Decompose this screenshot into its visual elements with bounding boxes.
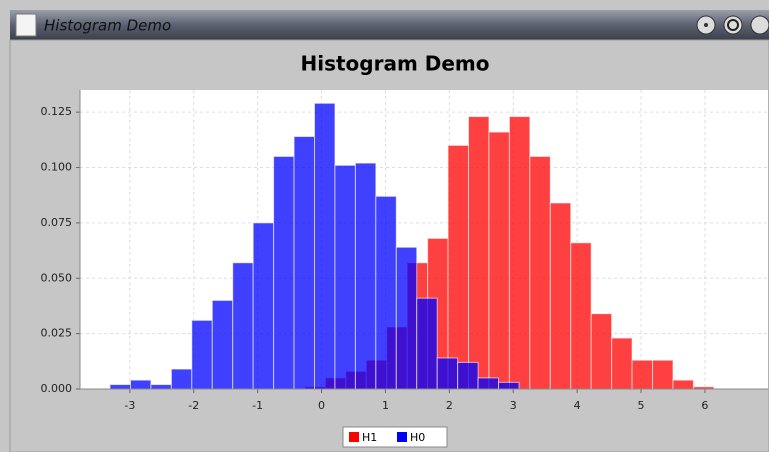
bar bbox=[293, 136, 316, 390]
bar bbox=[672, 379, 694, 390]
x-tick-label: 4 bbox=[574, 399, 581, 412]
window-icon bbox=[15, 13, 37, 37]
bar bbox=[354, 162, 377, 390]
minimize-icon bbox=[704, 23, 708, 27]
x-tick-label: 5 bbox=[638, 399, 645, 412]
bar bbox=[468, 116, 490, 390]
bar bbox=[631, 359, 654, 390]
x-tick-label: 6 bbox=[701, 399, 708, 412]
bar bbox=[508, 116, 531, 390]
bar bbox=[611, 337, 633, 390]
y-tick-label: 0.125 bbox=[41, 105, 73, 118]
x-tick-label: 2 bbox=[446, 399, 453, 412]
window-title: Histogram Demo bbox=[44, 17, 171, 35]
bar bbox=[549, 202, 572, 390]
x-tick-label: 0 bbox=[318, 399, 325, 412]
bar bbox=[273, 155, 295, 390]
y-tick-label: 0.000 bbox=[41, 382, 73, 395]
bar bbox=[375, 195, 397, 390]
y-tick-label: 0.100 bbox=[41, 161, 73, 174]
y-tick-label: 0.025 bbox=[41, 327, 73, 340]
bar bbox=[498, 381, 520, 390]
bar bbox=[395, 246, 418, 390]
x-tick-label: -2 bbox=[188, 399, 199, 412]
maximize-icon bbox=[727, 19, 739, 31]
bar bbox=[488, 131, 510, 390]
x-tick-label: -3 bbox=[124, 399, 135, 412]
x-tick-label: 1 bbox=[382, 399, 389, 412]
bar bbox=[334, 164, 356, 390]
legend-swatch bbox=[349, 432, 359, 442]
y-tick-label: 0.075 bbox=[41, 216, 73, 229]
bar bbox=[150, 384, 172, 390]
x-tick-label: -1 bbox=[252, 399, 263, 412]
legend-label: H0 bbox=[410, 431, 425, 444]
bar bbox=[416, 297, 438, 390]
bar bbox=[447, 144, 470, 390]
bar bbox=[232, 262, 254, 390]
bar bbox=[477, 377, 500, 390]
legend-swatch bbox=[397, 432, 407, 442]
bar bbox=[590, 313, 613, 390]
legend-label: H1 bbox=[362, 431, 377, 444]
bar bbox=[529, 155, 551, 390]
title-bar bbox=[10, 10, 769, 40]
bar bbox=[314, 102, 336, 390]
bar bbox=[170, 368, 193, 390]
bar bbox=[129, 379, 152, 390]
chart-title: Histogram Demo bbox=[300, 52, 489, 76]
maximize-button[interactable] bbox=[723, 15, 743, 35]
bar bbox=[109, 384, 131, 390]
bar bbox=[652, 359, 674, 390]
bar bbox=[211, 299, 234, 390]
bar bbox=[570, 242, 592, 390]
bar bbox=[252, 222, 275, 390]
y-tick-label: 0.050 bbox=[41, 271, 73, 284]
close-button[interactable] bbox=[750, 15, 769, 35]
bar bbox=[436, 357, 459, 390]
bar bbox=[191, 319, 213, 390]
x-tick-label: 3 bbox=[510, 399, 517, 412]
legend-box bbox=[342, 426, 448, 448]
bar bbox=[457, 361, 479, 390]
